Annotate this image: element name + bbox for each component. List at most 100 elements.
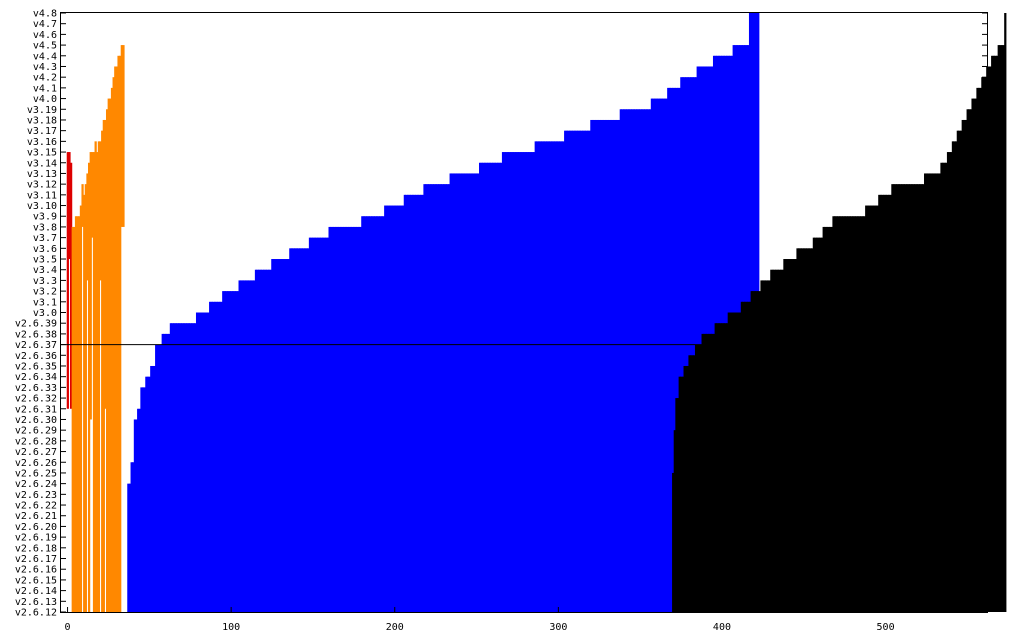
black-bar — [878, 194, 881, 612]
black-bar — [753, 291, 757, 612]
blue-bar — [339, 226, 343, 612]
orange-bar — [96, 152, 99, 612]
blue-bar — [456, 173, 459, 613]
black-bar — [789, 259, 793, 612]
black-bar — [963, 119, 966, 612]
plot-frame — [60, 12, 988, 613]
blue-bar — [577, 130, 580, 613]
blue-bar — [511, 152, 514, 612]
black-bar — [740, 301, 744, 612]
bars-layer — [66, 13, 1007, 613]
blue-bar — [392, 205, 395, 613]
black-bar — [969, 109, 973, 613]
blue-bar — [194, 323, 197, 612]
blue-bar — [449, 173, 452, 613]
black-bar — [802, 248, 806, 613]
black-bar — [716, 323, 719, 612]
black-bar — [848, 216, 851, 612]
blue-bar — [161, 333, 164, 612]
black-bar — [945, 162, 948, 612]
blue-bar — [290, 248, 294, 613]
black-bar — [919, 184, 922, 612]
black-bar — [1004, 13, 1007, 612]
blue-bar — [285, 259, 289, 612]
black-bar — [770, 269, 773, 612]
black-bar — [920, 184, 923, 612]
black-bar — [847, 216, 850, 612]
orange-bar — [105, 109, 109, 613]
blue-bar — [407, 194, 410, 612]
y-tick-label: v4.0 — [33, 94, 57, 105]
black-bar — [865, 205, 868, 613]
blue-bar — [416, 194, 420, 612]
black-bar — [786, 259, 789, 612]
black-bar — [732, 312, 735, 612]
blue-bar — [320, 237, 323, 612]
y-tick-label: v3.10 — [27, 201, 57, 212]
black-bar — [989, 66, 992, 613]
black-bar — [794, 259, 798, 612]
y-tick-label: v2.6.19 — [15, 533, 57, 544]
blue-bar — [366, 216, 369, 612]
blue-bar — [254, 269, 258, 612]
black-bar — [711, 333, 714, 612]
blue-bar — [461, 173, 464, 613]
blue-bar — [133, 419, 137, 612]
blue-bar — [668, 87, 672, 612]
black-bar — [701, 333, 704, 612]
black-bar — [784, 259, 788, 612]
black-bar — [866, 205, 869, 613]
y-tick-label: v3.2 — [33, 287, 57, 298]
y-tick-label: v2.6.14 — [15, 586, 57, 597]
black-bar — [758, 291, 762, 612]
blue-bar — [344, 226, 348, 612]
blue-bar — [524, 152, 528, 612]
blue-bar — [338, 226, 341, 612]
black-bar — [842, 216, 845, 612]
y-tick-label: v2.6.37 — [15, 340, 57, 351]
blue-bar — [585, 130, 588, 613]
blue-bar — [168, 333, 171, 612]
black-bar — [703, 333, 706, 612]
black-bar — [780, 269, 783, 612]
blue-bar — [364, 216, 367, 612]
black-bar — [737, 312, 740, 612]
blue-bar — [199, 312, 202, 612]
black-bar — [995, 55, 999, 613]
blue-bar — [603, 119, 606, 612]
blue-bar — [223, 291, 227, 612]
blue-bar — [639, 109, 642, 613]
y-tick-label: v3.1 — [33, 297, 57, 308]
black-bar — [956, 130, 959, 613]
orange-bar — [97, 141, 101, 612]
black-bar — [902, 184, 905, 612]
black-bar — [904, 184, 907, 612]
black-bar — [760, 280, 763, 612]
blue-bar — [271, 259, 274, 612]
blue-bar — [325, 237, 328, 612]
orange-bar — [122, 45, 125, 227]
blue-bar — [619, 109, 622, 613]
black-bar — [997, 45, 1000, 612]
black-bar — [804, 248, 807, 613]
blue-bar — [176, 323, 179, 612]
blue-bar — [513, 152, 516, 612]
black-bar — [932, 173, 935, 613]
black-bar — [853, 216, 856, 612]
blue-bar — [482, 162, 485, 612]
blue-bar — [501, 152, 505, 612]
blue-bar — [163, 333, 166, 612]
y-tick-label: v4.5 — [33, 41, 57, 52]
black-bar — [889, 194, 892, 612]
blue-bar — [518, 152, 521, 612]
blue-bar — [158, 344, 161, 612]
blue-bar — [169, 323, 173, 612]
black-bar — [852, 216, 855, 612]
blue-bar — [369, 216, 372, 612]
black-bar — [781, 269, 784, 612]
blue-bar — [405, 194, 408, 612]
blue-bar — [233, 291, 236, 612]
y-tick-label: v4.4 — [33, 51, 57, 62]
blue-bar — [554, 141, 557, 612]
